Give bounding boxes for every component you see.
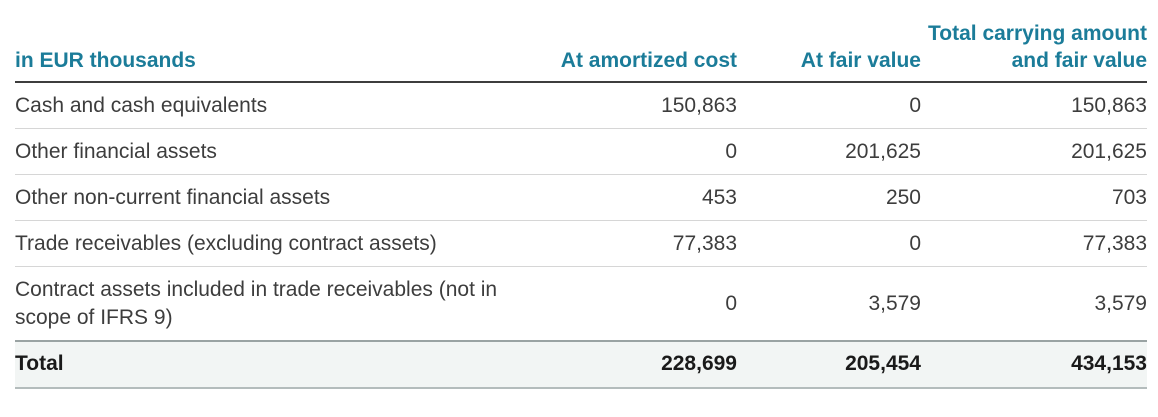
- financial-assets-measurement-table: in EUR thousands At amortized cost At fa…: [15, 8, 1147, 389]
- fair-value-value: 0: [737, 220, 921, 267]
- total-value: 77,383: [921, 220, 1147, 267]
- fair-value-value: 201,625: [737, 128, 921, 175]
- header-at-fair-value: At fair value: [737, 8, 921, 83]
- total-value: 703: [921, 174, 1147, 221]
- row-label: Other non-current financial assets: [15, 174, 515, 221]
- row-label: Cash and cash equivalents: [15, 82, 515, 129]
- total-row: Total 228,699 205,454 434,153: [15, 340, 1147, 389]
- amortized-cost-value: 0: [515, 266, 737, 342]
- table-row: Trade receivables (excluding contract as…: [15, 220, 1147, 267]
- header-total-carrying-amount: Total carrying amount and fair value: [921, 8, 1147, 83]
- total-fair-value-value: 205,454: [737, 340, 921, 389]
- row-label: Other financial assets: [15, 128, 515, 175]
- amortized-cost-value: 453: [515, 174, 737, 221]
- amortized-cost-value: 77,383: [515, 220, 737, 267]
- amortized-cost-value: 0: [515, 128, 737, 175]
- header-row: in EUR thousands At amortized cost At fa…: [15, 8, 1147, 83]
- total-amortized-cost-value: 228,699: [515, 340, 737, 389]
- header-at-amortized-cost: At amortized cost: [515, 8, 737, 83]
- fair-value-value: 0: [737, 82, 921, 129]
- amortized-cost-value: 150,863: [515, 82, 737, 129]
- table-row: Other financial assets 0 201,625 201,625: [15, 128, 1147, 175]
- fair-value-value: 3,579: [737, 266, 921, 342]
- table-row: Cash and cash equivalents 150,863 0 150,…: [15, 82, 1147, 129]
- total-row-label: Total: [15, 340, 515, 389]
- total-value: 201,625: [921, 128, 1147, 175]
- table-row: Other non-current financial assets 453 2…: [15, 174, 1147, 221]
- table-body: Cash and cash equivalents 150,863 0 150,…: [15, 82, 1147, 389]
- fair-value-value: 250: [737, 174, 921, 221]
- table-row: Contract assets included in trade receiv…: [15, 266, 1147, 342]
- total-value: 3,579: [921, 266, 1147, 342]
- row-label: Trade receivables (excluding contract as…: [15, 220, 515, 267]
- header-unit-label: in EUR thousands: [15, 8, 515, 83]
- total-grand-value: 434,153: [921, 340, 1147, 389]
- table-header: in EUR thousands At amortized cost At fa…: [15, 8, 1147, 83]
- row-label: Contract assets included in trade receiv…: [15, 266, 515, 342]
- total-value: 150,863: [921, 82, 1147, 129]
